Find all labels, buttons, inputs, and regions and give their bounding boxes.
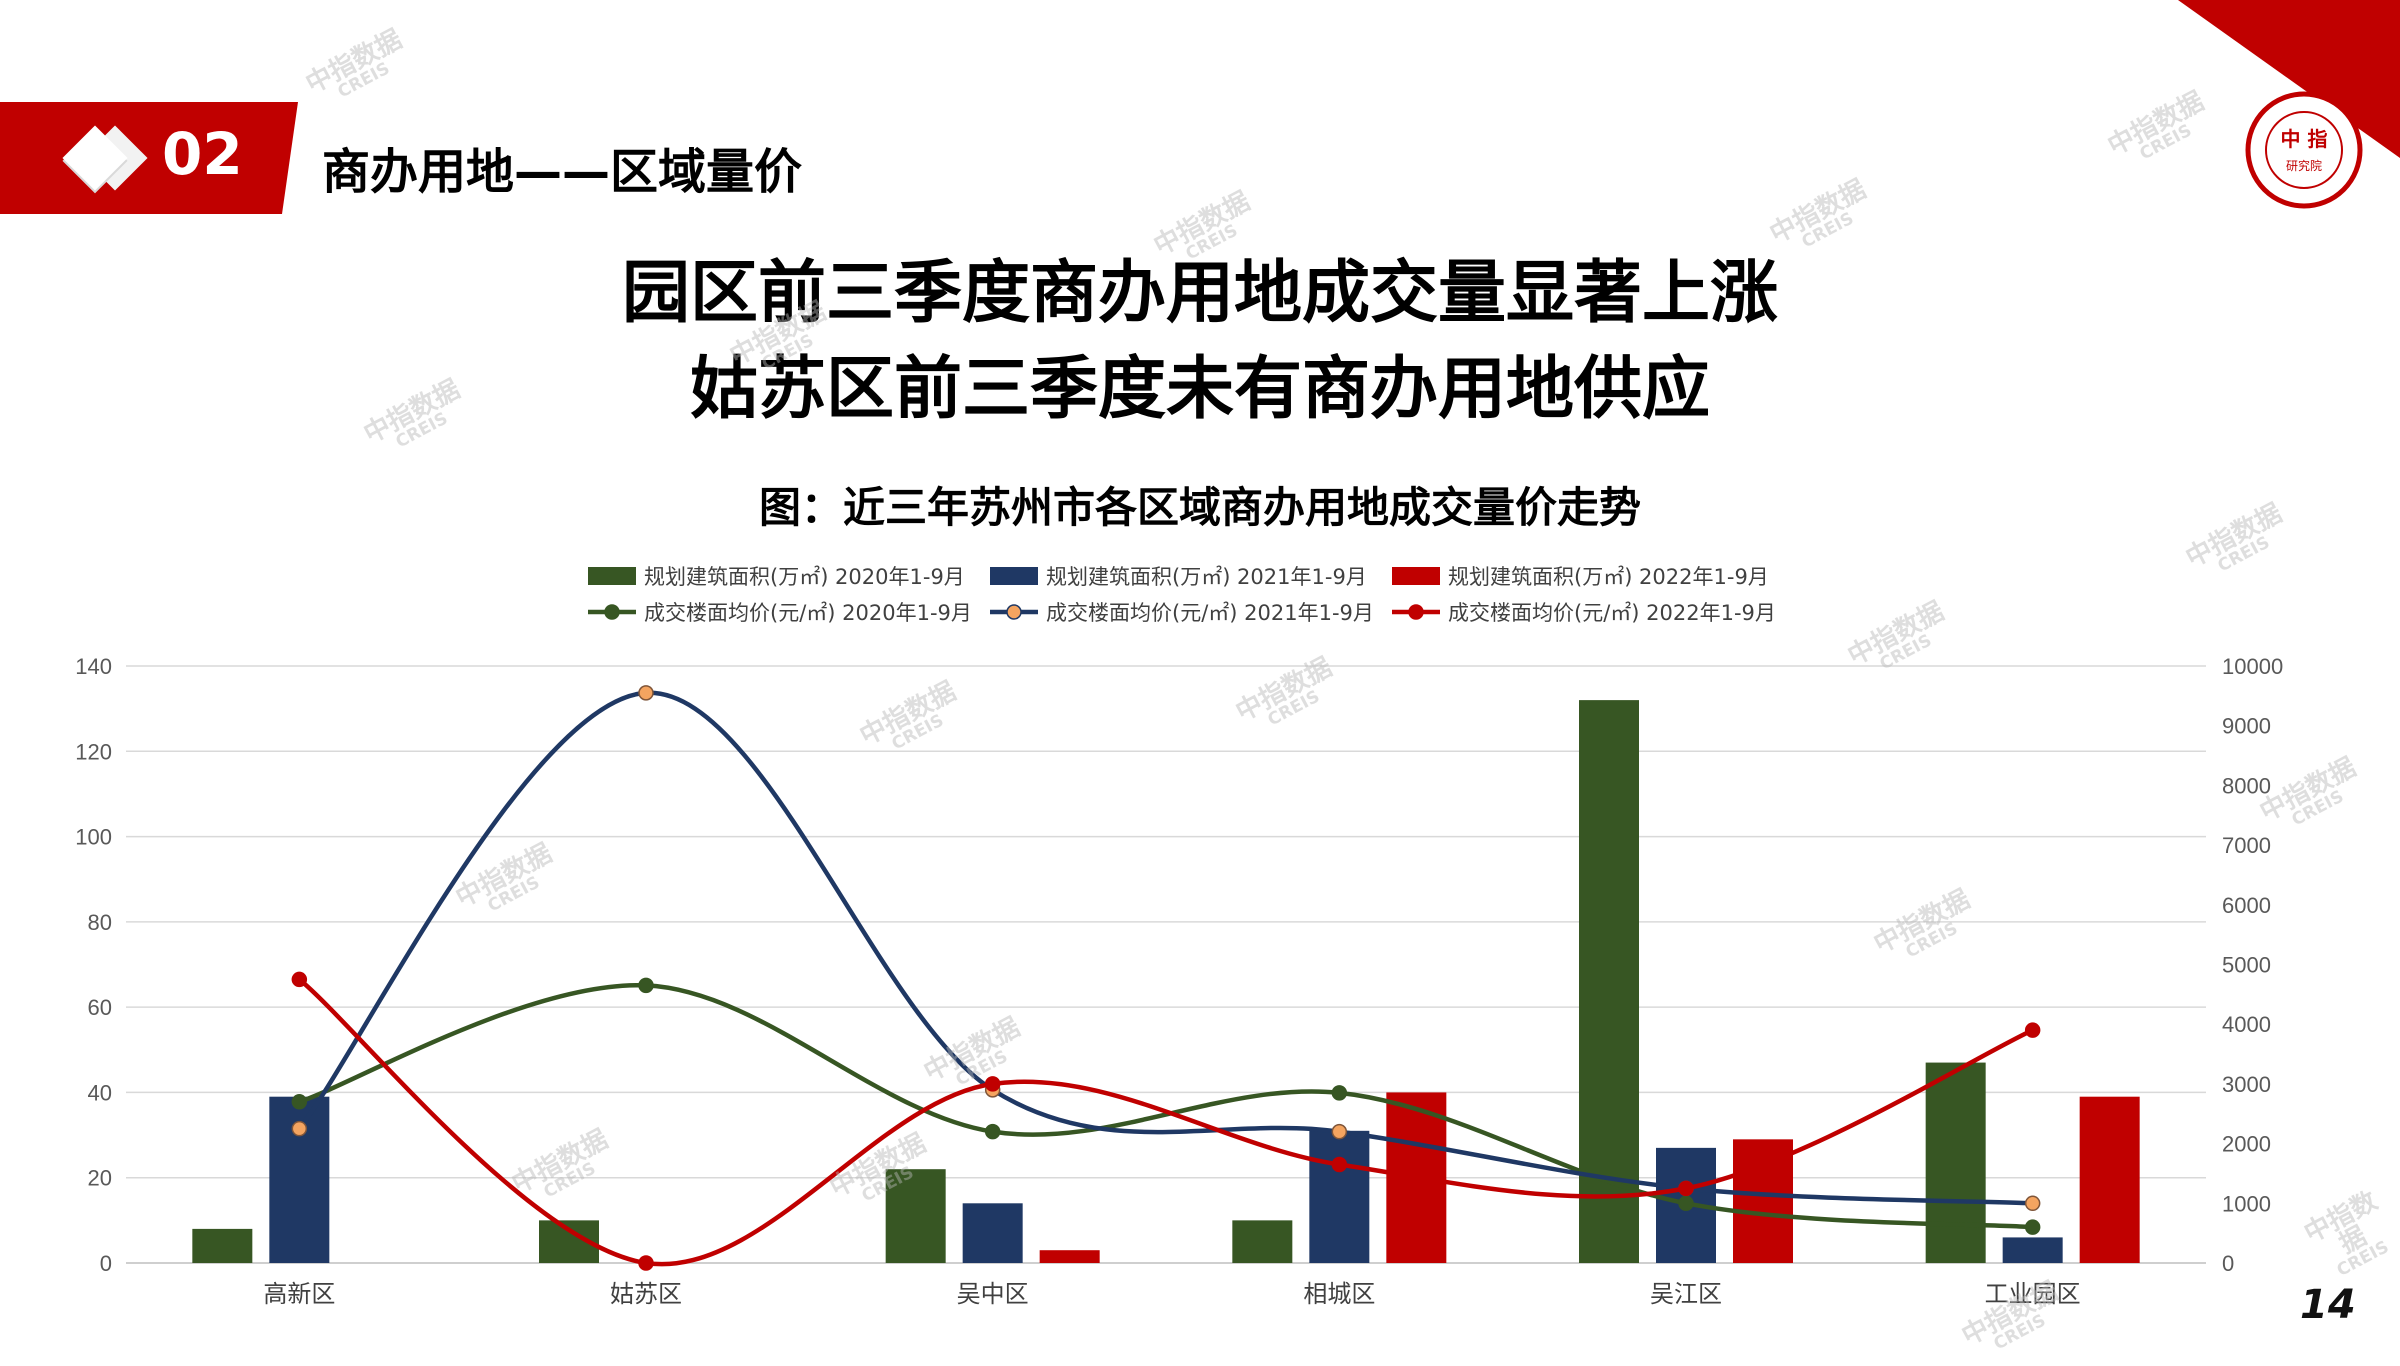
- line-point: [291, 971, 308, 988]
- bar: [885, 1169, 946, 1263]
- headline-line-2: 姑苏区前三季度未有商办用地供应: [689, 350, 1710, 429]
- legend-swatch: [588, 567, 636, 585]
- left-tick-label: 20: [88, 1166, 112, 1191]
- left-tick-label: 40: [88, 1080, 112, 1105]
- bar-series: [192, 700, 2140, 1263]
- left-tick-label: 0: [100, 1251, 112, 1276]
- line-point: [1331, 1123, 1348, 1140]
- left-tick-label: 120: [75, 739, 112, 764]
- bar: [1309, 1130, 1370, 1263]
- legend-marker: [1006, 604, 1022, 620]
- right-tick-label: 7000: [2222, 833, 2271, 858]
- legend-swatch: [1392, 567, 1440, 585]
- category-label: 吴江区: [1650, 1280, 1722, 1308]
- line-point: [1678, 1195, 1694, 1212]
- category-label: 高新区: [263, 1280, 335, 1308]
- right-tick-label: 1000: [2222, 1191, 2271, 1216]
- bar: [1039, 1250, 1100, 1263]
- line-point: [1331, 1085, 1348, 1101]
- right-tick-label: 8000: [2222, 773, 2271, 798]
- line-point: [638, 1255, 654, 1271]
- chart-title: 图：近三年苏州市各区域商办用地成交量价走势: [758, 483, 1641, 532]
- line-series-path: [298, 983, 2033, 1230]
- academy-logo: 中 指 研究院: [2245, 91, 2363, 209]
- right-tick-label: 10000: [2222, 654, 2283, 679]
- bar: [1925, 1062, 1986, 1263]
- category-label: 姑苏区: [610, 1280, 682, 1308]
- bar: [1579, 700, 1639, 1263]
- line-point: [984, 1076, 1001, 1092]
- legend-label: 规划建筑面积(万㎡) 2022年1-9月: [1448, 565, 1769, 589]
- section-tab: [0, 102, 298, 214]
- line-series: [291, 685, 2041, 1271]
- chart-legend: 规划建筑面积(万㎡) 2020年1-9月 规划建筑面积(万㎡) 2021年1-9月…: [588, 565, 1776, 625]
- bar: [962, 1203, 1023, 1263]
- line-point: [984, 1123, 1001, 1140]
- left-tick-label: 140: [75, 654, 112, 679]
- headline-line-1: 园区前三季度商办用地成交量显著上涨: [621, 254, 1778, 333]
- right-tick-label: 2000: [2222, 1132, 2271, 1157]
- legend-label: 成交楼面均价(元/㎡) 2021年1-9月: [1046, 601, 1374, 625]
- bar: [192, 1228, 253, 1263]
- bar: [1232, 1220, 1293, 1263]
- page-number: 14: [2300, 1282, 2356, 1328]
- right-tick-label: 4000: [2222, 1012, 2271, 1037]
- line-point: [638, 977, 654, 994]
- left-tick-label: 80: [88, 910, 112, 935]
- section-title: 商办用地——区域量价: [322, 144, 803, 200]
- bar: [2079, 1096, 2140, 1263]
- headline: 园区前三季度商办用地成交量显著上涨 姑苏区前三季度未有商办用地供应: [0, 246, 2400, 438]
- section-number: 02: [162, 120, 243, 188]
- line-point: [2024, 1219, 2041, 1235]
- line-point: [1678, 1180, 1694, 1197]
- x-axis: 高新区 姑苏区 吴中区 相城区 吴江区 工业园区: [263, 1280, 2080, 1308]
- bar: [1733, 1139, 1793, 1263]
- line-point: [1331, 1156, 1348, 1173]
- right-axis: 0 1000 2000 3000 4000 5000 6000 7000 8000 9000 100…: [2222, 654, 2283, 1276]
- legend-swatch: [990, 567, 1038, 585]
- right-tick-label: 9000: [2222, 714, 2271, 739]
- line-point: [291, 1094, 308, 1110]
- right-tick-label: 3000: [2222, 1072, 2271, 1097]
- category-label: 吴中区: [957, 1280, 1029, 1308]
- right-tick-label: 6000: [2222, 893, 2271, 918]
- line-point: [291, 1120, 308, 1137]
- category-label: 相城区: [1303, 1280, 1375, 1308]
- legend-marker: [1408, 604, 1424, 620]
- legend-marker: [604, 604, 620, 620]
- chart-grid: [126, 665, 2206, 1264]
- legend-label: 成交楼面均价(元/㎡) 2022年1-9月: [1448, 601, 1776, 625]
- line-series-path: [297, 690, 2033, 1206]
- category-label: 工业园区: [1985, 1280, 2081, 1308]
- left-tick-label: 100: [75, 825, 112, 850]
- right-tick-label: 5000: [2222, 953, 2271, 978]
- svg-text:中 指: 中 指: [2281, 127, 2328, 151]
- legend-label: 成交楼面均价(元/㎡) 2020年1-9月: [644, 601, 972, 625]
- line-series-path: [297, 977, 2034, 1267]
- line-point: [2024, 1195, 2041, 1212]
- left-tick-label: 60: [88, 995, 112, 1020]
- svg-text:研究院: 研究院: [2286, 158, 2322, 173]
- legend-label: 规划建筑面积(万㎡) 2020年1-9月: [644, 565, 965, 589]
- legend-label: 规划建筑面积(万㎡) 2021年1-9月: [1046, 565, 1367, 589]
- line-point: [638, 685, 654, 701]
- line-point: [2024, 1022, 2041, 1038]
- right-tick-label: 0: [2222, 1251, 2234, 1276]
- bar: [2002, 1237, 2063, 1263]
- left-axis: 0 20 40 60 80 100 120 140: [75, 654, 112, 1276]
